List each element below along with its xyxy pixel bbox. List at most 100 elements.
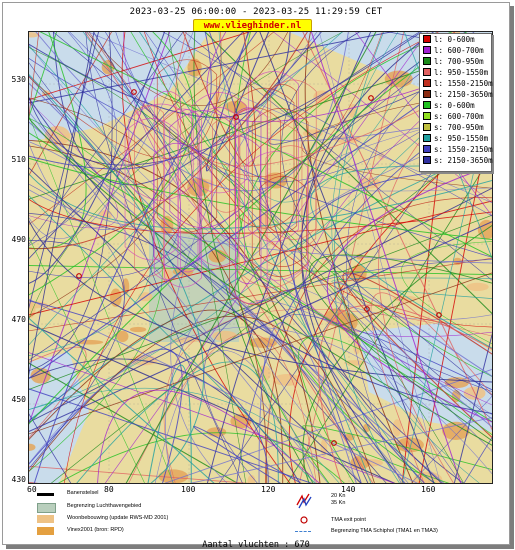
flight-track: [29, 32, 181, 279]
legend-swatch: [423, 35, 431, 43]
legend-swatch: [423, 156, 431, 164]
flight-track: [130, 32, 492, 377]
x-tick-120: 120: [261, 485, 276, 494]
tma-exit-point: [131, 89, 137, 95]
flight-track: [29, 32, 251, 101]
legend-item: l: 2150-3650m: [423, 90, 493, 100]
legend-item: s: 2150-3650m: [423, 156, 493, 166]
flight-track: [29, 189, 492, 264]
flight-track: [87, 32, 492, 204]
x-tick-60: 60: [27, 485, 37, 494]
urban-area: [187, 58, 202, 77]
flight-track: [29, 32, 344, 320]
holding-pattern: [191, 92, 248, 194]
flight-track: [302, 425, 492, 483]
flight-track: [400, 241, 492, 345]
urban-area: [116, 330, 129, 343]
housing-swatch: [37, 515, 54, 523]
flight-track: [33, 32, 258, 483]
legend-label: l: 600-700m: [434, 46, 484, 55]
flight-track: [145, 32, 462, 483]
x-tick-160: 160: [421, 485, 436, 494]
urban-area: [466, 282, 489, 291]
tma-exit-point: [364, 306, 370, 312]
flight-track: [184, 32, 492, 281]
flight-track: [259, 32, 435, 483]
flight-track: [29, 115, 174, 483]
legend-item: l: 700-950m: [423, 57, 484, 67]
holding-pattern: [124, 118, 179, 261]
flight-track: [29, 141, 409, 483]
flight-track: [29, 121, 445, 483]
flight-track: [29, 46, 492, 200]
map-canvas: [29, 32, 492, 483]
housing-label: Woonbebouwing (update RWS-MD 2001): [67, 515, 169, 521]
flight-track: [218, 32, 437, 203]
flight-track: [331, 277, 492, 299]
holding-pattern: [128, 103, 194, 201]
legend-label: s: 0-600m: [434, 101, 475, 110]
legend-label: s: 2150-3650m: [434, 156, 493, 165]
legend-item: l: 950-1550m: [423, 68, 488, 78]
flight-track: [209, 32, 362, 483]
tma-exit-point: [331, 440, 337, 446]
urban-area: [29, 443, 36, 451]
flight-track: [29, 139, 321, 483]
holding-pattern: [153, 142, 201, 269]
flight-track: [29, 32, 394, 104]
legend-item: s: 600-700m: [423, 112, 484, 122]
altitude-legend: l: 0-600m l: 600-700m l: 700-950m l: 950…: [419, 33, 493, 172]
tma-boundary-swatch: [295, 531, 311, 532]
flight-track: [29, 465, 250, 483]
legend-label: l: 950-1550m: [434, 68, 489, 77]
flight-track: [189, 417, 492, 483]
holding-pattern: [229, 107, 281, 305]
flight-track: [306, 109, 492, 192]
flight-track: [29, 32, 99, 309]
flight-track: [29, 45, 154, 356]
legend-swatch: [423, 123, 431, 131]
holding-pattern: [265, 145, 317, 252]
flight-track: [29, 32, 308, 250]
flight-track: [86, 32, 288, 106]
legend-label: s: 600-700m: [434, 112, 484, 121]
holding-pattern: [177, 109, 199, 273]
tma-exit-point: [436, 312, 442, 318]
y-tick-530: 530: [11, 75, 26, 84]
legend-swatch: [423, 101, 431, 109]
tma-boundary-label: Begrenzing TMA Schiphol (TMA1 en TMA3): [331, 528, 438, 534]
flight-track: [29, 346, 87, 439]
tma-exit-point: [233, 114, 239, 120]
urban-area: [313, 90, 331, 104]
holding-pattern: [153, 90, 181, 281]
y-tick-490: 490: [11, 235, 26, 244]
airport-boundary-label: Begrenzing Luchthavengebied: [67, 503, 142, 509]
wind-20-label: 20 Kn: [331, 493, 346, 499]
date-range-title: 2023-03-25 06:00:00 - 2023-03-25 11:29:5…: [129, 7, 383, 17]
holding-pattern: [247, 70, 299, 243]
legend-swatch: [423, 90, 431, 98]
vinex-label: Vinex2001 (bron: RPD): [67, 527, 124, 533]
flight-track: [58, 432, 345, 483]
flight-track: [76, 361, 279, 483]
flight-track: [29, 157, 492, 240]
urban-area: [29, 32, 39, 38]
urban-area: [247, 474, 256, 483]
legend-item: l: 600-700m: [423, 46, 484, 56]
flight-track: [206, 32, 372, 483]
holding-pattern: [235, 108, 268, 305]
flight-tracks: [29, 32, 492, 483]
legend-label: s: 950-1550m: [434, 134, 489, 143]
flight-track: [29, 221, 492, 433]
urban-area: [129, 326, 147, 333]
tma-exit-points: [76, 89, 442, 446]
legend-swatch: [423, 46, 431, 54]
x-tick-100: 100: [181, 485, 196, 494]
flight-track: [370, 292, 492, 483]
holding-pattern: [212, 117, 241, 213]
flight-track: [29, 167, 362, 483]
legend-item: s: 700-950m: [423, 123, 484, 133]
wind-barb-icon: [296, 493, 312, 509]
flight-track: [281, 32, 492, 420]
wind-35-label: 35 Kn: [331, 500, 346, 506]
